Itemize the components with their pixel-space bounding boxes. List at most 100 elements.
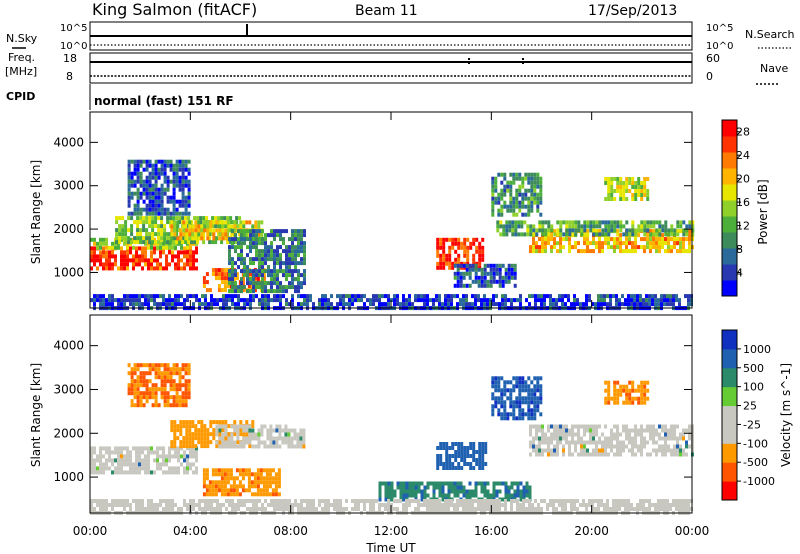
echo-cell	[636, 294, 639, 299]
echo-cell	[506, 388, 510, 393]
echo-cell	[547, 224, 551, 229]
echo-cell	[510, 493, 514, 498]
echo-cell	[527, 404, 531, 409]
station-title: King Salmon (fitACF)	[92, 0, 257, 19]
echo-cell	[163, 171, 167, 176]
echo-cell	[561, 499, 564, 503]
echo-cell	[233, 220, 237, 225]
echo-cell	[258, 249, 261, 254]
echo-cell	[435, 481, 439, 486]
echo-cell	[497, 192, 501, 197]
echo-cell	[129, 466, 132, 471]
echo-cell	[255, 229, 258, 234]
echo-cell	[613, 245, 616, 250]
echo-cell	[187, 199, 191, 204]
echo-cell	[524, 380, 528, 385]
echo-cell	[555, 302, 558, 307]
echo-cell	[157, 199, 161, 204]
echo-cell	[177, 302, 180, 307]
echo-cell	[285, 249, 288, 254]
echo-cell	[631, 220, 635, 225]
echo-cell	[474, 294, 477, 299]
echo-cell	[321, 499, 324, 503]
echo-cell	[261, 285, 264, 290]
echo-cell	[642, 503, 645, 507]
echo-cell	[139, 175, 143, 180]
echo-cell	[224, 220, 228, 225]
echo-cell	[136, 159, 140, 164]
echo-cell	[150, 450, 153, 455]
echo-cell	[127, 191, 131, 196]
echo-cell	[520, 232, 524, 237]
echo-cell	[509, 388, 513, 393]
echo-cell	[174, 254, 177, 259]
echo-cell	[527, 200, 531, 205]
echo-cell	[466, 237, 470, 242]
echo-cell	[236, 432, 240, 437]
echo-cell	[172, 187, 176, 192]
echo-cell	[450, 298, 453, 303]
echo-cell	[136, 191, 140, 196]
echo-cell	[160, 228, 164, 233]
echo-cell	[284, 440, 288, 445]
echo-cell	[486, 263, 490, 268]
echo-cell	[478, 450, 482, 454]
echo-cell	[441, 485, 445, 490]
echo-cell	[607, 232, 611, 237]
echo-cell	[530, 208, 534, 213]
echo-cell	[387, 493, 391, 498]
echo-cell	[223, 272, 227, 277]
echo-cell	[243, 229, 246, 234]
echo-cell	[261, 507, 264, 511]
echo-cell	[154, 203, 158, 208]
echo-cell	[579, 503, 582, 507]
echo-cell	[631, 232, 635, 237]
echo-cell	[478, 257, 482, 262]
echo-cell	[654, 507, 657, 511]
echo-cell	[654, 294, 657, 299]
echo-cell	[267, 233, 270, 238]
echo-cell	[253, 492, 257, 497]
echo-cell	[141, 507, 144, 511]
echo-cell	[598, 440, 601, 445]
echo-cell	[500, 212, 504, 217]
echo-cell	[217, 472, 221, 477]
echo-cell	[619, 189, 623, 193]
echo-cell	[667, 432, 670, 437]
echo-cell	[240, 289, 243, 294]
echo-cell	[483, 302, 486, 307]
echo-cell	[327, 298, 330, 303]
echo-cell	[120, 454, 123, 459]
echo-cell	[524, 396, 528, 401]
echo-cell	[133, 391, 137, 396]
echo-cell	[513, 493, 517, 498]
echo-cell	[607, 185, 611, 189]
echo-cell	[408, 294, 411, 299]
echo-cell	[414, 481, 418, 486]
echo-cell	[547, 428, 550, 433]
echo-cell	[503, 200, 507, 205]
echo-cell	[568, 444, 571, 449]
echo-cell	[261, 253, 264, 258]
echo-cell	[291, 302, 294, 307]
echo-cell	[504, 298, 507, 303]
echo-cell	[240, 281, 243, 286]
echo-cell	[503, 388, 507, 393]
echo-cell	[117, 503, 120, 507]
echo-cell	[300, 233, 303, 238]
echo-cell	[184, 240, 188, 245]
echo-cell	[129, 298, 132, 303]
echo-cell	[231, 507, 234, 511]
echo-cell	[445, 454, 449, 458]
echo-cell	[637, 428, 640, 433]
echo-cell	[457, 241, 461, 246]
echo-cell	[586, 241, 589, 246]
echo-cell	[159, 254, 162, 259]
echo-cell	[138, 450, 141, 455]
echo-cell	[176, 436, 180, 441]
echo-cell	[175, 399, 179, 404]
echo-cell	[447, 298, 450, 303]
echo-cell	[264, 269, 267, 274]
echo-cell	[168, 298, 171, 303]
echo-cell	[472, 446, 476, 450]
